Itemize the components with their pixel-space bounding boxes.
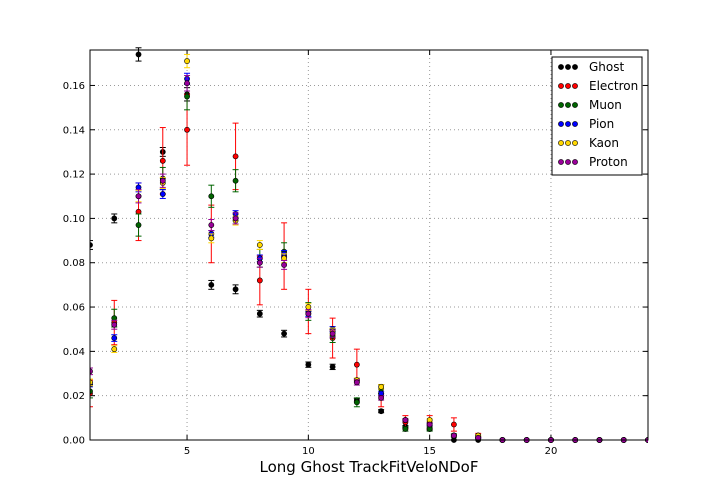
legend-entry-electron: Electron: [558, 79, 638, 93]
data-point: [353, 361, 360, 368]
data-point: [159, 191, 166, 197]
series-proton: [90, 74, 648, 443]
legend-entry-ghost: Ghost: [558, 60, 624, 74]
legend-marker: [558, 121, 564, 127]
data-point: [135, 51, 142, 58]
data-series: [90, 47, 648, 443]
data-point: [329, 363, 336, 370]
data-point: [378, 383, 385, 390]
data-point: [281, 262, 287, 268]
legend-label: Electron: [589, 79, 638, 93]
data-point: [305, 361, 312, 368]
data-point: [184, 80, 190, 87]
plot-frame: [89, 49, 649, 441]
data-point: [329, 330, 336, 337]
data-point: [159, 177, 166, 184]
data-point: [208, 235, 215, 242]
data-point: [232, 215, 239, 222]
data-point: [208, 193, 215, 200]
legend-label: Proton: [589, 155, 628, 169]
legend-marker: [565, 159, 571, 165]
data-point: [111, 321, 118, 328]
legend-marker: [565, 102, 571, 108]
y-tick-label: 0.08: [63, 258, 85, 269]
data-point: [256, 277, 263, 284]
legend-label: Pion: [589, 117, 614, 131]
legend-marker: [572, 121, 578, 127]
data-point: [305, 304, 312, 310]
data-point: [184, 58, 190, 64]
data-point: [135, 193, 142, 200]
data-point: [232, 177, 239, 184]
y-tick-label: 0.10: [63, 214, 85, 225]
legend-marker: [558, 159, 564, 165]
legend-entry-kaon: Kaon: [558, 136, 619, 150]
legend-marker: [558, 64, 564, 70]
y-tick-labels: 0.00 0.02 0.04 0.06 0.08 0.10 0.12 0.14 0.16: [63, 81, 85, 447]
legend-marker: [565, 140, 571, 146]
legend-marker: [572, 83, 578, 89]
data-point: [402, 426, 409, 432]
data-point: [402, 417, 409, 423]
data-point: [426, 421, 433, 428]
x-tick-labels: 5 10 15 20: [184, 446, 557, 457]
data-point: [353, 399, 360, 406]
data-point: [111, 335, 118, 341]
data-point: [232, 286, 239, 293]
y-tick-label: 0.12: [63, 170, 85, 181]
data-point: [305, 310, 312, 317]
data-point: [378, 394, 385, 401]
legend-marker: [565, 121, 571, 127]
y-tick-label: 0.02: [63, 391, 85, 402]
y-tick-label: 0.04: [63, 347, 85, 358]
legend-marker: [572, 102, 578, 108]
legend-marker: [565, 64, 571, 70]
legend-marker: [558, 140, 564, 146]
data-point: [451, 421, 457, 428]
data-point: [208, 281, 215, 288]
data-point: [256, 310, 263, 317]
x-tick-label: 15: [423, 446, 436, 457]
legend-marker: [572, 140, 578, 146]
data-point: [135, 222, 142, 228]
legend-entry-pion: Pion: [558, 117, 614, 131]
data-point: [378, 408, 385, 415]
data-point: [159, 157, 166, 164]
legend: Ghost Electron Muon Pion Kaon Proton: [551, 56, 643, 176]
legend-box: [551, 56, 643, 176]
legend-label: Ghost: [589, 60, 624, 74]
legend-marker: [572, 64, 578, 70]
data-point: [353, 379, 360, 386]
data-point: [451, 432, 457, 439]
legend-marker: [558, 102, 564, 108]
legend-entry-muon: Muon: [558, 98, 622, 112]
data-point: [184, 93, 190, 100]
legend-label: Muon: [589, 98, 622, 112]
data-point: [111, 346, 118, 353]
data-point: [208, 222, 215, 228]
legend-marker: [558, 83, 564, 89]
y-tick-label: 0.16: [63, 81, 85, 92]
legend-marker: [565, 83, 571, 89]
data-point: [184, 126, 190, 133]
x-tick-label: 20: [545, 446, 558, 457]
y-tick-label: 0.14: [63, 125, 85, 136]
data-point: [111, 215, 118, 222]
data-point: [281, 330, 287, 337]
x-tick-label: 5: [184, 446, 190, 457]
data-point: [232, 153, 239, 160]
legend-entry-proton: Proton: [558, 155, 628, 169]
data-point: [256, 259, 263, 266]
legend-label: Kaon: [589, 136, 619, 150]
y-tick-label: 0.06: [63, 303, 85, 314]
x-axis-title: Long Ghost TrackFitVeloNDoF: [260, 458, 479, 476]
data-point: [256, 242, 263, 248]
x-tick-label: 10: [302, 446, 315, 457]
y-tick-label: 0.00: [63, 436, 85, 447]
legend-marker: [572, 159, 578, 165]
